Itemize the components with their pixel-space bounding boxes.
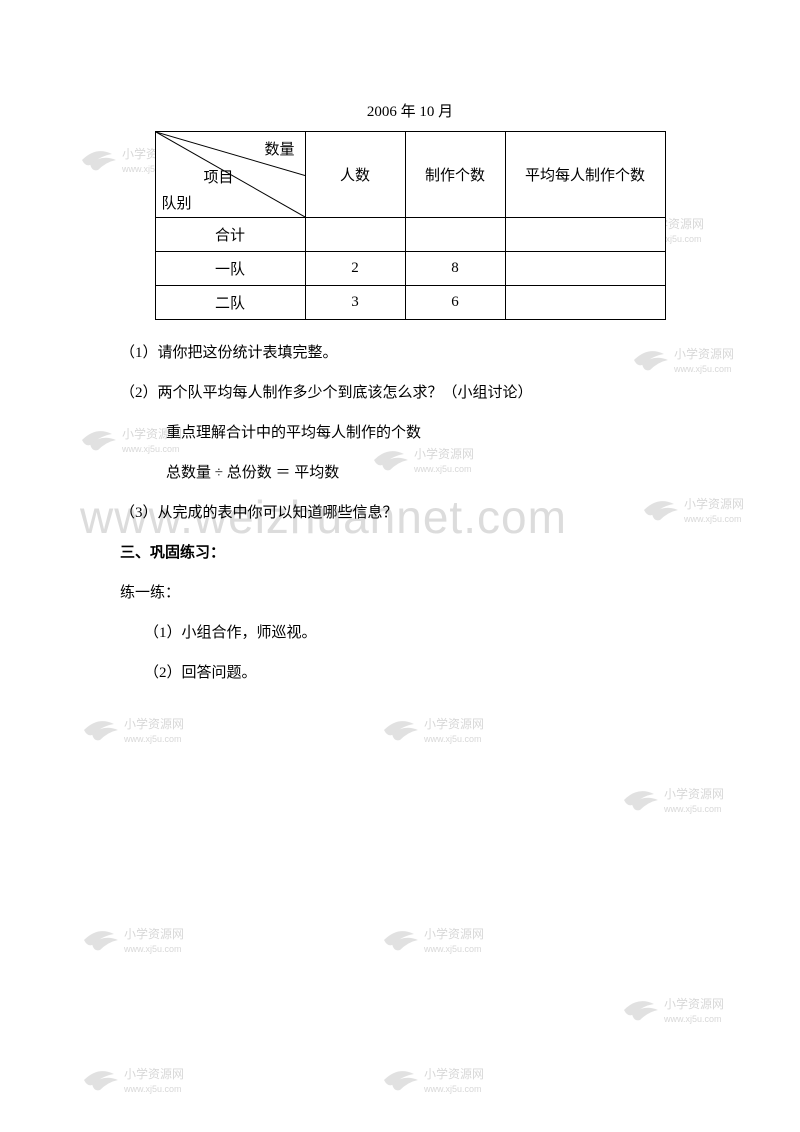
svg-text:小学资源网: 小学资源网 [424, 1066, 484, 1081]
table-row: 合计 [155, 218, 665, 252]
svg-text:小学资源网: 小学资源网 [424, 926, 484, 941]
svg-text:www.xj5u.com: www.xj5u.com [423, 944, 482, 954]
row-label: 二队 [155, 286, 305, 320]
practice-2: （2）回答问题。 [120, 658, 700, 688]
row-label: 合计 [155, 218, 305, 252]
row-label: 一队 [155, 252, 305, 286]
diag-label-bot: 队别 [162, 192, 192, 213]
practice-1: （1）小组合作，师巡视。 [120, 618, 700, 648]
cell: 3 [305, 286, 405, 320]
watermark-logo: 小学资源网 www.xj5u.com [80, 920, 200, 964]
cell [305, 218, 405, 252]
section-heading: 三、巩固练习： [120, 538, 700, 568]
svg-text:小学资源网: 小学资源网 [124, 1066, 184, 1081]
diag-label-mid: 项目 [204, 166, 234, 187]
cell: 8 [405, 252, 505, 286]
svg-text:小学资源网: 小学资源网 [124, 926, 184, 941]
practice-title: 练一练： [120, 578, 700, 608]
question-2-formula: 总数量 ÷ 总份数 ＝ 平均数 [120, 458, 700, 488]
table-row: 二队 3 6 [155, 286, 665, 320]
cell [505, 286, 665, 320]
question-2: （2）两个队平均每人制作多少个到底该怎么求？（小组讨论） [120, 378, 700, 408]
svg-text:www.xj5u.com: www.xj5u.com [663, 1014, 722, 1024]
svg-text:www.xj5u.com: www.xj5u.com [663, 804, 722, 814]
page-title: 2006 年 10 月 [120, 100, 700, 121]
cell: 2 [305, 252, 405, 286]
col-header: 制作个数 [405, 132, 505, 218]
col-header: 人数 [305, 132, 405, 218]
watermark-logo: 小学资源网 www.xj5u.com [380, 920, 500, 964]
svg-text:小学资源网: 小学资源网 [664, 996, 724, 1011]
col-header: 平均每人制作个数 [505, 132, 665, 218]
stats-table: 数量 项目 队别 人数 制作个数 平均每人制作个数 合计 一队 2 8 二队 3… [155, 131, 666, 320]
watermark-logo: 小学资源网 www.xj5u.com [620, 990, 740, 1034]
cell [405, 218, 505, 252]
cell [505, 218, 665, 252]
svg-text:www.xj5u.com: www.xj5u.com [423, 1084, 482, 1094]
watermark-logo: 小学资源网 www.xj5u.com [380, 1060, 500, 1104]
cell: 6 [405, 286, 505, 320]
diag-header-cell: 数量 项目 队别 [155, 132, 305, 218]
question-1: （1）请你把这份统计表填完整。 [120, 338, 700, 368]
watermark-logo: 小学资源网 www.xj5u.com [80, 1060, 200, 1104]
question-2-note: 重点理解合计中的平均每人制作的个数 [120, 418, 700, 448]
question-3: （3）从完成的表中你可以知道哪些信息？ [120, 498, 700, 528]
watermark-logo: 小学资源网 www.xj5u.com [620, 780, 740, 824]
cell [505, 252, 665, 286]
page-content: 2006 年 10 月 数量 项目 队别 人数 制作个数 平均每人制作个数 合计… [0, 0, 800, 758]
svg-text:小学资源网: 小学资源网 [664, 786, 724, 801]
svg-text:www.xj5u.com: www.xj5u.com [123, 944, 182, 954]
svg-text:www.xj5u.com: www.xj5u.com [123, 1084, 182, 1094]
diag-label-top: 数量 [264, 138, 294, 159]
table-row: 一队 2 8 [155, 252, 665, 286]
